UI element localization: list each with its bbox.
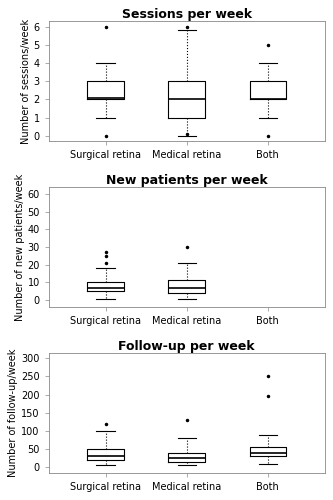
Y-axis label: Number of new patients/week: Number of new patients/week bbox=[15, 174, 25, 320]
Y-axis label: Number of follow-up/week: Number of follow-up/week bbox=[8, 348, 18, 477]
Title: New patients per week: New patients per week bbox=[106, 174, 268, 187]
Title: Sessions per week: Sessions per week bbox=[122, 8, 252, 22]
Title: Follow-up per week: Follow-up per week bbox=[119, 340, 255, 353]
Y-axis label: Number of sessions/week: Number of sessions/week bbox=[21, 18, 31, 144]
